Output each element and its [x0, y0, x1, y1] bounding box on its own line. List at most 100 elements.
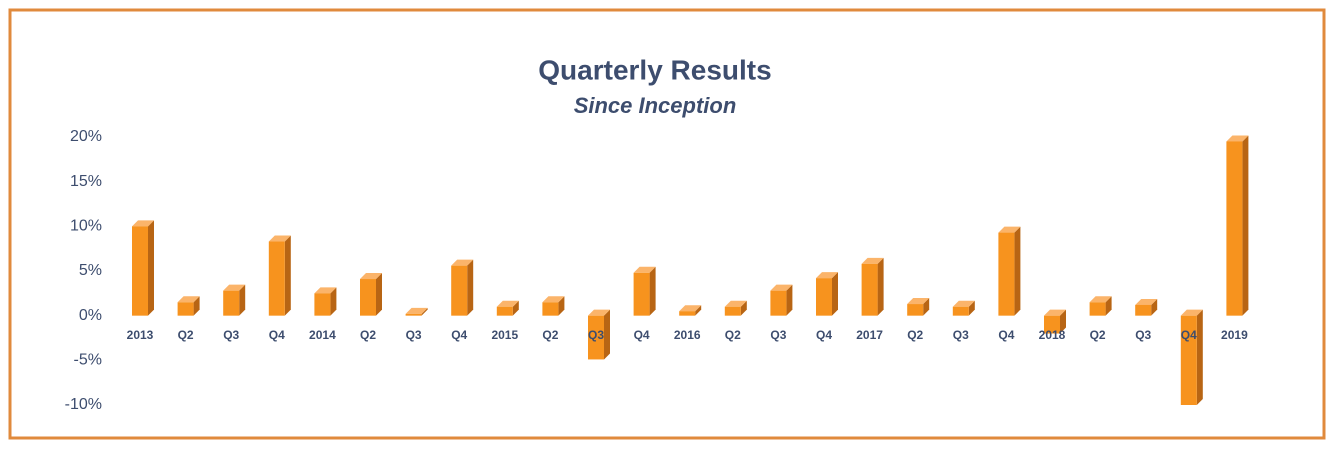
bar-top [405, 307, 428, 314]
bar [1226, 141, 1243, 316]
bar [770, 290, 787, 316]
bar-top [451, 259, 474, 266]
y-tick-label: 0% [79, 307, 102, 324]
bar-top [1226, 135, 1249, 142]
x-tick-label: Q4 [1181, 328, 1197, 342]
y-tick-label: 10% [70, 218, 102, 235]
bar-side [512, 300, 519, 316]
x-tick-label: 2013 [127, 328, 154, 342]
y-tick-label: -10% [65, 396, 102, 413]
bar-top [998, 226, 1021, 233]
bar-top [770, 284, 793, 291]
bar-side [923, 298, 930, 316]
bar-top [360, 273, 382, 280]
bar-top [1180, 309, 1203, 316]
y-tick-label: -5% [74, 352, 102, 369]
x-tick-label: Q4 [998, 328, 1014, 342]
bar [679, 311, 696, 316]
x-tick-label: Q3 [588, 328, 604, 342]
x-tick-label: Q4 [451, 328, 467, 342]
bar-side [695, 305, 702, 316]
frame [8, 8, 1326, 440]
bar [998, 232, 1015, 316]
bar-side [421, 307, 428, 316]
x-tick-label: Q3 [223, 328, 239, 342]
y-tick-label: 15% [70, 173, 102, 190]
bar [314, 293, 331, 316]
bar-side [1151, 298, 1158, 316]
bar-top [1089, 296, 1112, 303]
x-tick-label: Q2 [360, 328, 376, 342]
x-tick-label: 2015 [491, 328, 518, 342]
bar-side [1196, 309, 1203, 405]
bar [132, 226, 148, 316]
bar-top [177, 296, 200, 303]
x-tick-label: 2016 [674, 328, 701, 342]
bar-top [223, 284, 246, 291]
bar [405, 313, 422, 316]
x-tick-label: 2017 [856, 328, 883, 342]
bar-side [740, 300, 747, 316]
bar-top [679, 305, 702, 312]
bar-top [952, 300, 975, 307]
y-tick-label: 5% [79, 262, 102, 279]
bar-top [496, 300, 519, 307]
bar [907, 304, 924, 316]
x-tick-label: Q4 [269, 328, 285, 342]
bar [542, 302, 559, 316]
bar [1135, 304, 1152, 316]
bar-side [148, 220, 154, 316]
bar [360, 279, 376, 316]
bar-side [467, 259, 474, 316]
bar-side [193, 296, 200, 316]
bar-top [861, 257, 884, 264]
bar [633, 272, 650, 316]
x-tick-label: Q4 [816, 328, 832, 342]
x-tick-label: Q2 [178, 328, 194, 342]
bar [268, 241, 285, 316]
bar-top [633, 266, 656, 273]
bar [223, 290, 240, 316]
bar [1180, 315, 1197, 405]
bar-top [314, 287, 337, 294]
x-tick-label: Q2 [1090, 328, 1106, 342]
bar [451, 265, 468, 316]
bar-side [1242, 135, 1249, 316]
bar [177, 302, 194, 316]
bar-side [330, 287, 337, 316]
x-tick-label: Q2 [907, 328, 923, 342]
bar-top [1044, 309, 1066, 316]
bar-side [877, 257, 884, 316]
bar-top [724, 300, 747, 307]
bar-top [907, 298, 930, 305]
x-tick-label: 2019 [1221, 328, 1248, 342]
bar [496, 306, 513, 316]
x-tick-label: Q4 [634, 328, 650, 342]
y-tick-label: 20% [70, 128, 102, 145]
bar-side [1014, 226, 1021, 316]
bar-top [268, 235, 291, 242]
x-tick-label: 2014 [309, 328, 336, 342]
bar-side [968, 300, 975, 316]
bar-top [132, 220, 154, 227]
bar-side [786, 284, 793, 316]
chart-subtitle: Since Inception [574, 93, 737, 118]
x-tick-label: Q2 [542, 328, 558, 342]
bar [952, 306, 969, 316]
bar-top [542, 296, 565, 303]
bar [1044, 315, 1060, 334]
bar-top [588, 309, 610, 316]
bar-side [558, 296, 565, 316]
bar [724, 306, 741, 316]
bar-side [376, 273, 382, 316]
x-tick-label: Q3 [1135, 328, 1151, 342]
x-tick-label: Q2 [725, 328, 741, 342]
bar [816, 278, 832, 316]
bar-side [649, 266, 656, 316]
bar-side [832, 272, 838, 316]
bar-side [284, 235, 291, 316]
chart-title: Quarterly Results [538, 54, 771, 85]
bar-side [1105, 296, 1112, 316]
bar-top [816, 272, 838, 279]
